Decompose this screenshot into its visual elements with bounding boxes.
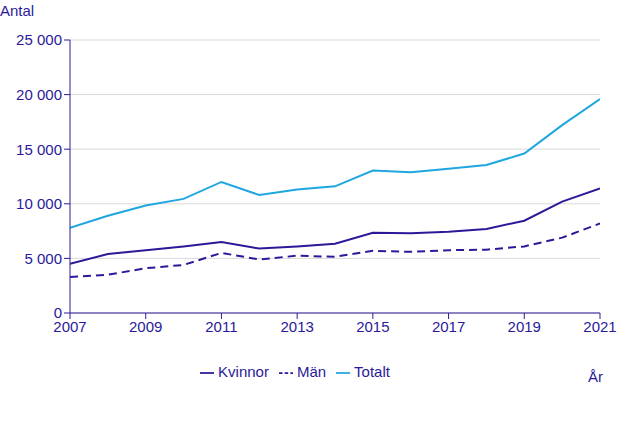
svg-text:0: 0 (54, 304, 62, 321)
svg-text:5 000: 5 000 (24, 250, 62, 267)
svg-text:2011: 2011 (205, 318, 237, 335)
svg-text:2017: 2017 (432, 318, 465, 335)
svg-text:2009: 2009 (129, 318, 162, 335)
svg-text:10 000: 10 000 (16, 195, 62, 212)
html-text:Totalt: Totalt (354, 363, 390, 380)
svg-text:2015: 2015 (356, 318, 389, 335)
svg-text:2019: 2019 (508, 318, 541, 335)
html-text:Kvinnor: Kvinnor (218, 363, 269, 380)
svg-text:20 000: 20 000 (16, 86, 62, 103)
svg-text:2021: 2021 (583, 318, 616, 335)
html-text:Män: Män (296, 363, 327, 380)
html-text:År: År (588, 368, 603, 385)
html-text:Antal: Antal (0, 2, 35, 19)
svg-text:2007: 2007 (53, 317, 87, 335)
svg-text:2013: 2013 (280, 318, 313, 335)
svg-text:25 000: 25 000 (16, 31, 62, 48)
svg-text:15 000: 15 000 (16, 141, 62, 158)
